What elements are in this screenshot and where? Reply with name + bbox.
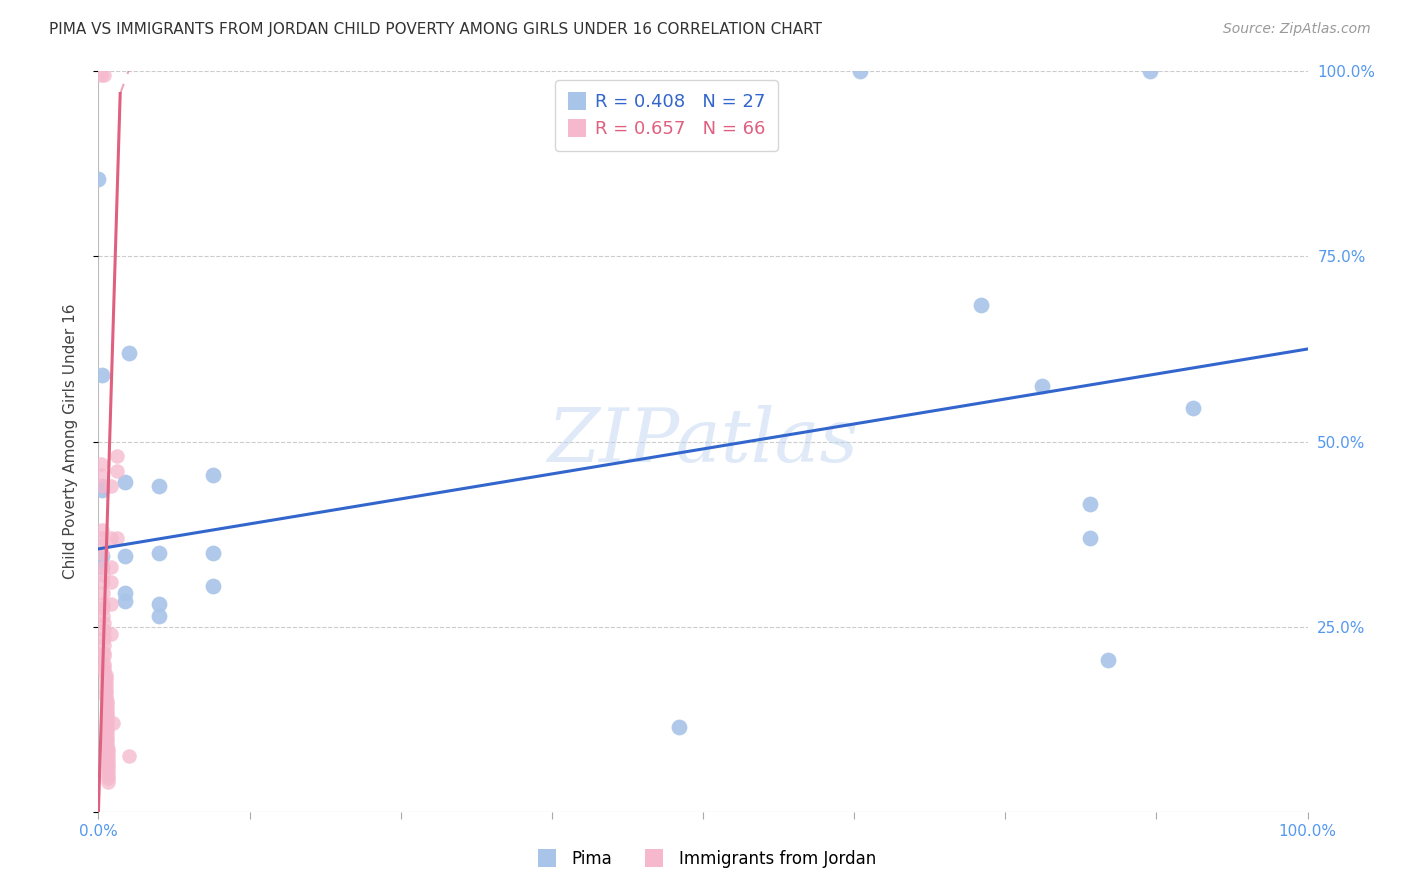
Point (970, 297, 993, 311)
Point (1139, 64, 1161, 78)
Point (91, 479, 114, 493)
Point (94, 667, 117, 681)
Point (91, 483, 114, 497)
Point (96, 738, 118, 752)
Point (91, 549, 114, 564)
Point (90, 68, 112, 82)
Point (93, 615, 115, 630)
Point (148, 479, 170, 493)
Point (96, 723, 118, 738)
Point (91, 546, 114, 560)
Point (93, 631, 115, 645)
Point (100, 627, 122, 641)
Point (96, 694, 118, 708)
Point (93, 638, 115, 652)
Point (94, 679, 117, 693)
Text: PIMA VS IMMIGRANTS FROM JORDAN CHILD POVERTY AMONG GIRLS UNDER 16 CORRELATION CH: PIMA VS IMMIGRANTS FROM JORDAN CHILD POV… (49, 22, 823, 37)
Point (849, 64, 872, 78)
Point (97, 767, 120, 781)
Point (100, 531, 122, 545)
Point (100, 560, 122, 574)
Point (97, 746, 120, 760)
Point (101, 715, 124, 730)
Point (90, 457, 112, 471)
Point (93, 624, 115, 638)
Point (91, 560, 114, 574)
Point (91, 567, 114, 582)
Point (96, 720, 118, 734)
Point (668, 720, 690, 734)
Text: ZIPatlas: ZIPatlas (547, 405, 859, 478)
Point (91, 560, 114, 574)
Legend: Pima, Immigrants from Jordan: Pima, Immigrants from Jordan (523, 844, 883, 875)
Point (148, 608, 170, 623)
Point (148, 598, 170, 612)
Point (93, 68, 115, 82)
Point (97, 775, 120, 789)
Point (97, 741, 120, 756)
Point (91, 601, 114, 615)
Point (1031, 379, 1053, 393)
Point (91, 598, 114, 612)
Point (94, 675, 117, 690)
Point (97, 753, 120, 767)
Legend: R = 0.408   N = 27, R = 0.657   N = 66: R = 0.408 N = 27, R = 0.657 N = 66 (555, 80, 778, 151)
Point (90, 467, 112, 482)
Point (114, 549, 136, 564)
Point (202, 467, 225, 482)
Point (96, 731, 118, 745)
Point (202, 546, 225, 560)
Point (93, 657, 115, 671)
Point (93, 660, 115, 674)
Point (96, 698, 118, 712)
Point (91, 575, 114, 590)
Point (91, 368, 114, 382)
Point (114, 593, 136, 607)
Point (105, 450, 128, 464)
Point (93, 664, 115, 678)
Text: Source: ZipAtlas.com: Source: ZipAtlas.com (1223, 22, 1371, 37)
Point (87, 171, 110, 186)
Point (100, 598, 122, 612)
Point (97, 756, 120, 771)
Point (96, 734, 118, 748)
Point (1078, 498, 1101, 512)
Point (91, 531, 114, 545)
Point (91, 608, 114, 623)
Point (148, 546, 170, 560)
Point (91, 524, 114, 538)
Point (94, 682, 117, 697)
Y-axis label: Child Poverty Among Girls Under 16: Child Poverty Among Girls Under 16 (63, 304, 77, 579)
Point (118, 345, 141, 359)
Point (97, 772, 120, 786)
Point (93, 649, 115, 664)
Point (97, 749, 120, 764)
Point (100, 479, 122, 493)
Point (94, 690, 117, 704)
Point (96, 708, 118, 723)
Point (100, 575, 122, 590)
Point (97, 760, 120, 774)
Point (91, 479, 114, 493)
Point (105, 531, 128, 545)
Point (91, 586, 114, 600)
Point (96, 715, 118, 730)
Point (1078, 531, 1101, 545)
Point (93, 646, 115, 660)
Point (96, 727, 118, 741)
Point (118, 749, 141, 764)
Point (202, 579, 225, 593)
Point (91, 538, 114, 552)
Point (114, 475, 136, 490)
Point (94, 686, 117, 700)
Point (96, 705, 118, 719)
Point (94, 672, 117, 686)
Point (1181, 401, 1204, 416)
Point (114, 586, 136, 600)
Point (97, 764, 120, 778)
Point (1097, 653, 1119, 667)
Point (105, 464, 128, 478)
Point (96, 701, 118, 715)
Point (96, 712, 118, 726)
